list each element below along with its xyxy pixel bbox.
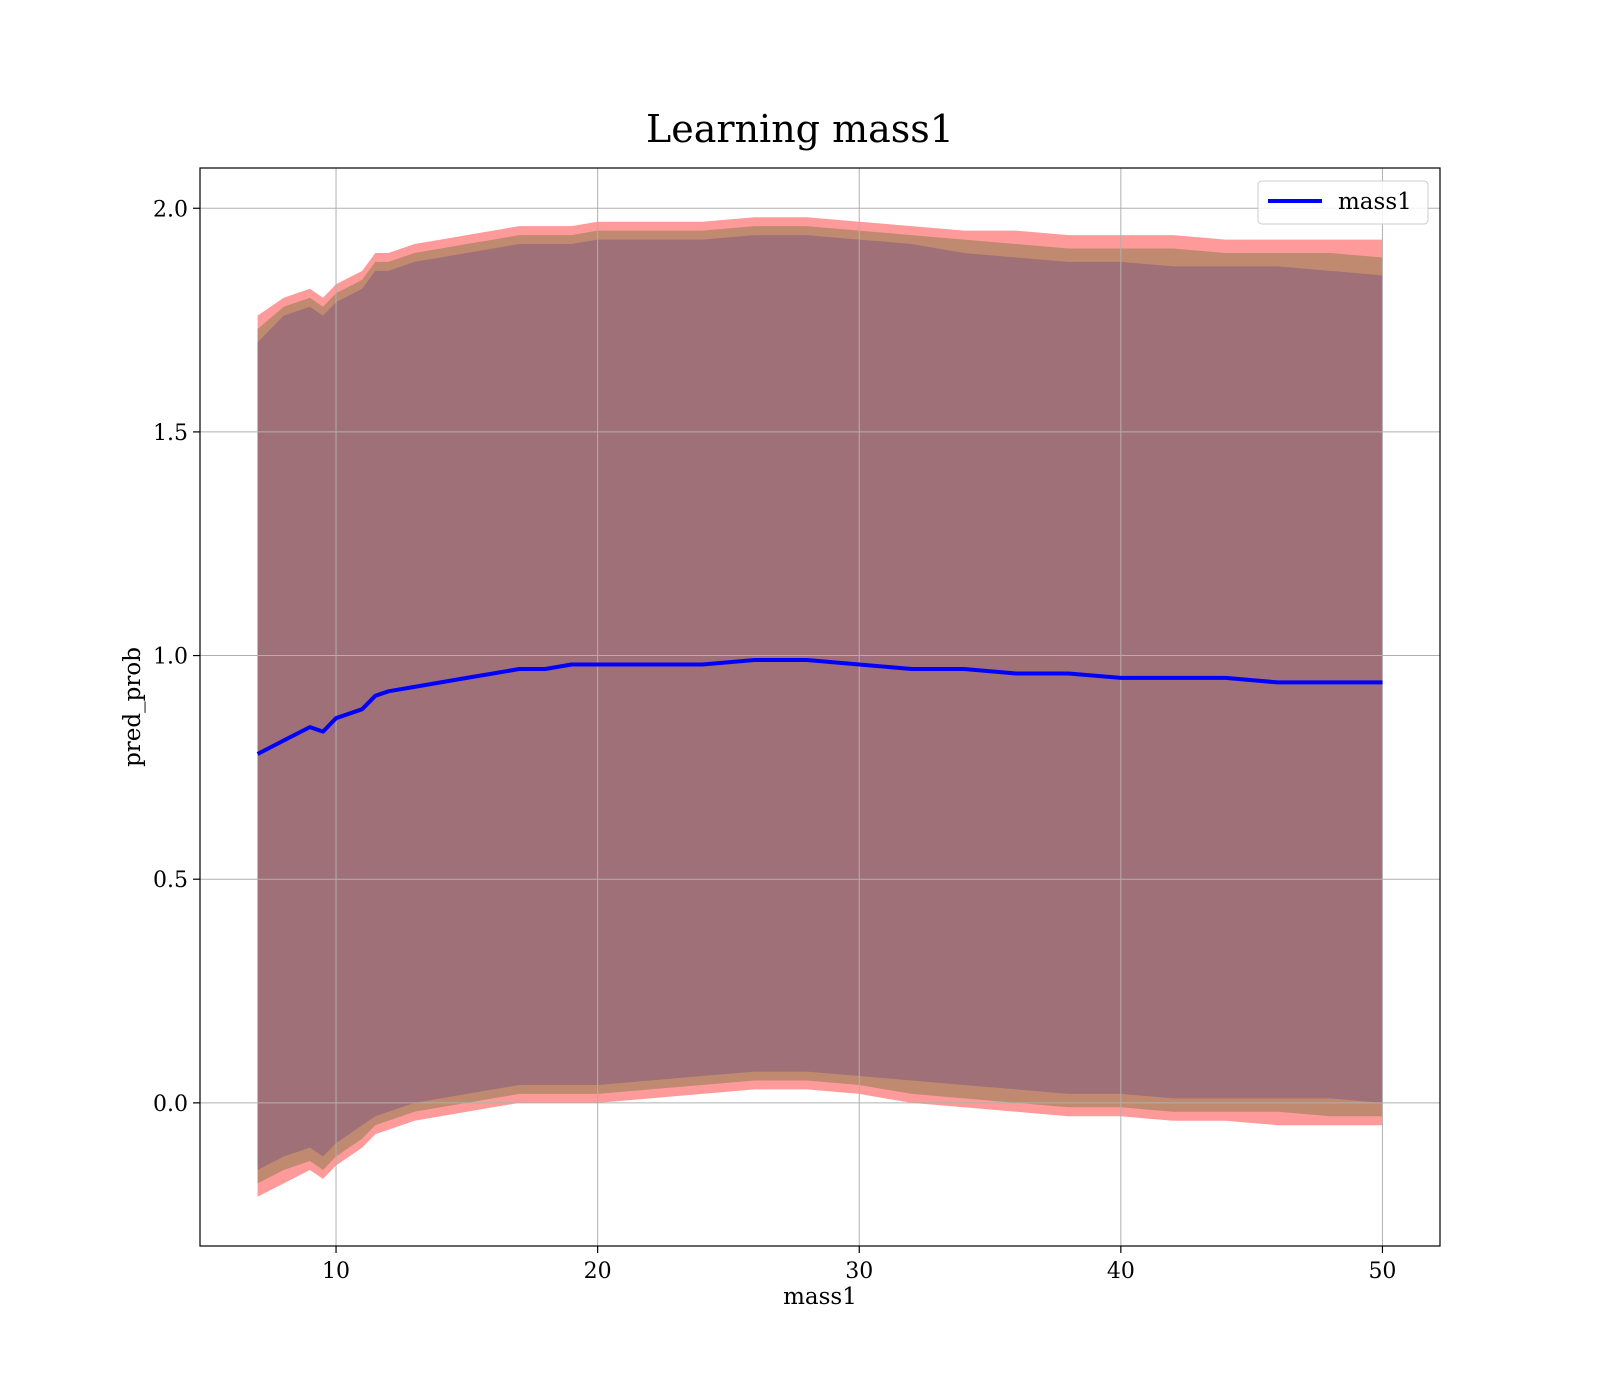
legend-box [1257,180,1429,225]
y-tick-label-4: 2.0 [153,197,188,222]
y-axis-ticks: 0.0 0.5 1.0 1.5 2.0 [153,197,200,1117]
plot-frame [199,167,1441,1247]
y-axis-label: pred_prob [120,647,146,767]
band-inner [257,235,1383,1171]
x-tick-label-4: 50 [1368,1259,1396,1284]
y-tick-label-0: 0.0 [153,1092,188,1117]
x-axis-ticks: 10 20 30 40 50 [322,1246,1396,1284]
series-lines [256,658,1383,756]
grid [200,168,1440,1246]
chart-title: Learning mass1 [646,107,954,151]
y-tick-label-1: 0.5 [153,868,188,893]
series-line-mass1 [256,658,1383,756]
x-tick-label-3: 40 [1107,1259,1135,1284]
x-tick-label-2: 30 [845,1259,873,1284]
legend-label-mass1: mass1 [1338,189,1412,215]
x-tick-label-1: 20 [584,1259,612,1284]
x-tick-label-0: 10 [322,1259,350,1284]
y-tick-label-3: 1.5 [153,421,188,446]
x-axis-label: mass1 [783,1284,857,1310]
y-tick-label-2: 1.0 [153,645,188,670]
legend: mass1 [1257,180,1429,225]
confidence-bands [257,217,1383,1197]
